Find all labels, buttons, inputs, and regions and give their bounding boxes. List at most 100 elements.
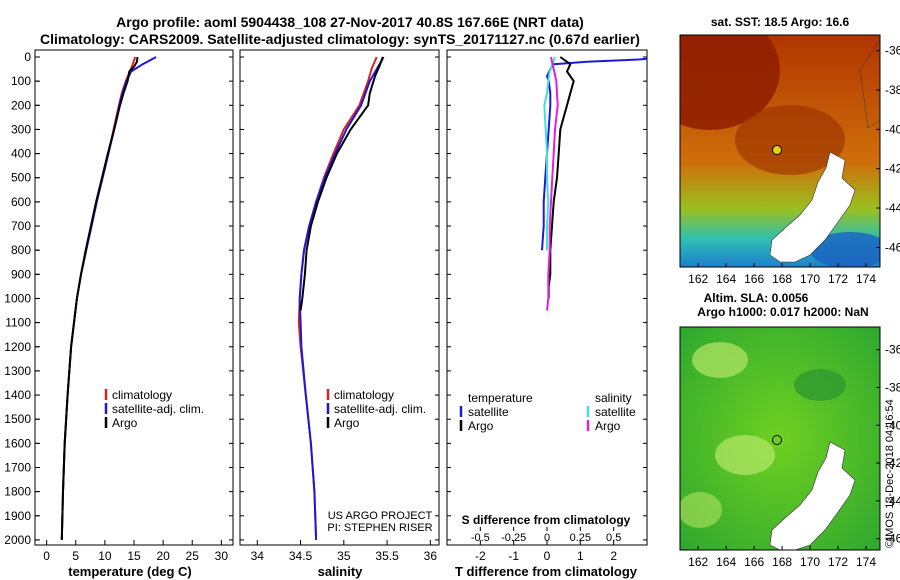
map-lat-label: -36 [885, 44, 900, 58]
difference-x-tick-label: 1 [577, 549, 584, 563]
difference-x-tick-label: -2 [475, 549, 486, 563]
sst-cold-patch [810, 232, 880, 267]
temperature-xlabel: temperature (deg C) [68, 564, 192, 579]
figure-title: Argo profile: aoml 5904438_108 27-Nov-20… [116, 14, 584, 30]
temperature-x-tick-label: 15 [127, 549, 141, 563]
map-lon-label: 164 [716, 272, 736, 286]
map-lon-label: 174 [856, 555, 876, 569]
depth-tick-label: 900 [11, 267, 31, 281]
depth-tick-label: 2000 [4, 533, 31, 547]
sla-lat-axis: -36 -38 -40 -42 -44 -46 [876, 343, 900, 546]
salinity-panel: 34 34.5 35 35.5 36 salinity climatologysatel… [239, 49, 440, 579]
map-lat-label: -46 [885, 532, 900, 546]
temperature-x-tick-label: 0 [43, 549, 50, 563]
depth-tick-label: 400 [11, 147, 31, 161]
difference-x-axis: -2 -1 0 1 2 [447, 56, 647, 563]
temperature-x-tick-label: 30 [215, 549, 229, 563]
depth-tick-label: 0 [24, 50, 31, 64]
legend-label: Argo [334, 416, 360, 430]
map-lat-label: -38 [885, 380, 900, 394]
depth-tick-label: 1200 [4, 340, 31, 354]
temperature-x-tick-label: 5 [72, 549, 79, 563]
temperature-x-axis: 0 5 10 15 20 25 30 [35, 56, 233, 563]
salinity-x-tick-label: 36 [424, 549, 438, 563]
map-lat-label: -44 [885, 201, 900, 215]
map-lon-label: 166 [744, 272, 764, 286]
map-lon-label: 172 [828, 555, 848, 569]
sst-contour [859, 39, 880, 129]
map-lat-label: -38 [885, 83, 900, 97]
salinity-series-argo [299, 56, 384, 311]
depth-axis: 0 100 200 300 400 500 600 700 800 900 1000 1100 1200… [4, 50, 40, 547]
difference-series-t-argo [547, 56, 575, 299]
temperature-series-argo [60, 56, 139, 540]
argo-float-marker-2 [772, 435, 782, 445]
sla-low-patch [794, 369, 846, 401]
sla-map-title: Altim. SLA: 0.0056 [704, 291, 809, 305]
sst-lon-axis: 162 164 166 168 170 172 174 [688, 263, 876, 286]
salinity-series-satellite-adj-clim- [298, 56, 385, 540]
map-lon-label: 174 [856, 272, 876, 286]
salinity-x-tick-label: 34.5 [289, 549, 313, 563]
difference-x-tick-label: 2 [610, 549, 617, 563]
map-lon-label: 164 [716, 555, 736, 569]
sla-map-frame [679, 326, 881, 551]
depth-tick-label: 100 [11, 74, 31, 88]
salinity-plot-frame [239, 49, 440, 546]
salinity-xlabel: salinity [318, 564, 364, 579]
s-diff-tick-label: 0 [544, 532, 550, 544]
south-island-landmass [769, 151, 856, 263]
sla-high-patch-3 [680, 492, 722, 528]
temperature-x-tick-label: 20 [156, 549, 170, 563]
map-lon-label: 170 [800, 555, 820, 569]
salinity-lines [297, 56, 385, 540]
difference-panel: -2 -1 0 1 2 T difference from climatology S … [446, 49, 648, 579]
depth-tick-label: 1000 [4, 291, 31, 305]
difference-plot-frame [446, 49, 648, 546]
s-difference-label: S difference from climatology [462, 513, 631, 527]
legend-label: Argo [595, 419, 621, 433]
depth-tick-label: 1500 [4, 412, 31, 426]
difference-legend: temperature salinitysatelliteArgosatellit… [459, 391, 636, 433]
depth-tick-label: 1600 [4, 436, 31, 450]
sst-warm-patch [680, 35, 780, 130]
salinity-x-tick-label: 35.5 [375, 549, 399, 563]
sla-lon-axis: 162 164 166 168 170 172 174 [688, 546, 876, 569]
figure-subtitle: Climatology: CARS2009. Satellite-adjuste… [40, 31, 640, 47]
sst-eddy-patch [735, 105, 845, 175]
sla-map-subtitle: Argo h1000: 0.017 h2000: NaN [697, 305, 868, 319]
difference-xlabel: T difference from climatology [455, 564, 638, 579]
legend-label: Argo [112, 416, 138, 430]
legend-header-temperature: temperature [468, 391, 533, 405]
legend-label: climatology [112, 388, 172, 402]
depth-tick-label: 600 [11, 195, 31, 209]
depth-tick-label: 500 [11, 171, 31, 185]
salinity-x-tick-label: 35 [337, 549, 351, 563]
temperature-plot-frame [34, 49, 234, 546]
sla-high-patch-2 [715, 435, 775, 475]
depth-tick-label: 700 [11, 219, 31, 233]
s-diff-tick-label: 0.5 [606, 532, 621, 544]
temperature-lines [60, 56, 157, 540]
difference-series-s-argo [546, 56, 559, 311]
depth-tick-label: 1100 [5, 316, 31, 330]
pi-credit: PI: STEPHEN RISER [327, 522, 432, 534]
difference-x-tick-label: -1 [508, 549, 519, 563]
s-difference-axis: -0.5 -0.25 0 0.25 0.5 [471, 527, 621, 544]
sla-high-patch [692, 342, 748, 378]
map-lat-label: -46 [885, 240, 900, 254]
difference-series-t-satellite [541, 57, 647, 251]
sst-map-title: sat. SST: 18.5 Argo: 16.6 [711, 15, 850, 29]
difference-lines [541, 56, 647, 311]
sst-map: sat. SST: 18.5 Argo: 16.6 -36 -38 -40 -42 -4… [679, 15, 900, 286]
map-lon-label: 166 [744, 555, 764, 569]
depth-tick-label: 1700 [4, 460, 31, 474]
salinity-x-tick-label: 34 [251, 549, 265, 563]
map-lat-label: -36 [885, 343, 900, 357]
depth-tick-label: 1900 [4, 509, 31, 523]
argo-float-marker [772, 145, 782, 155]
